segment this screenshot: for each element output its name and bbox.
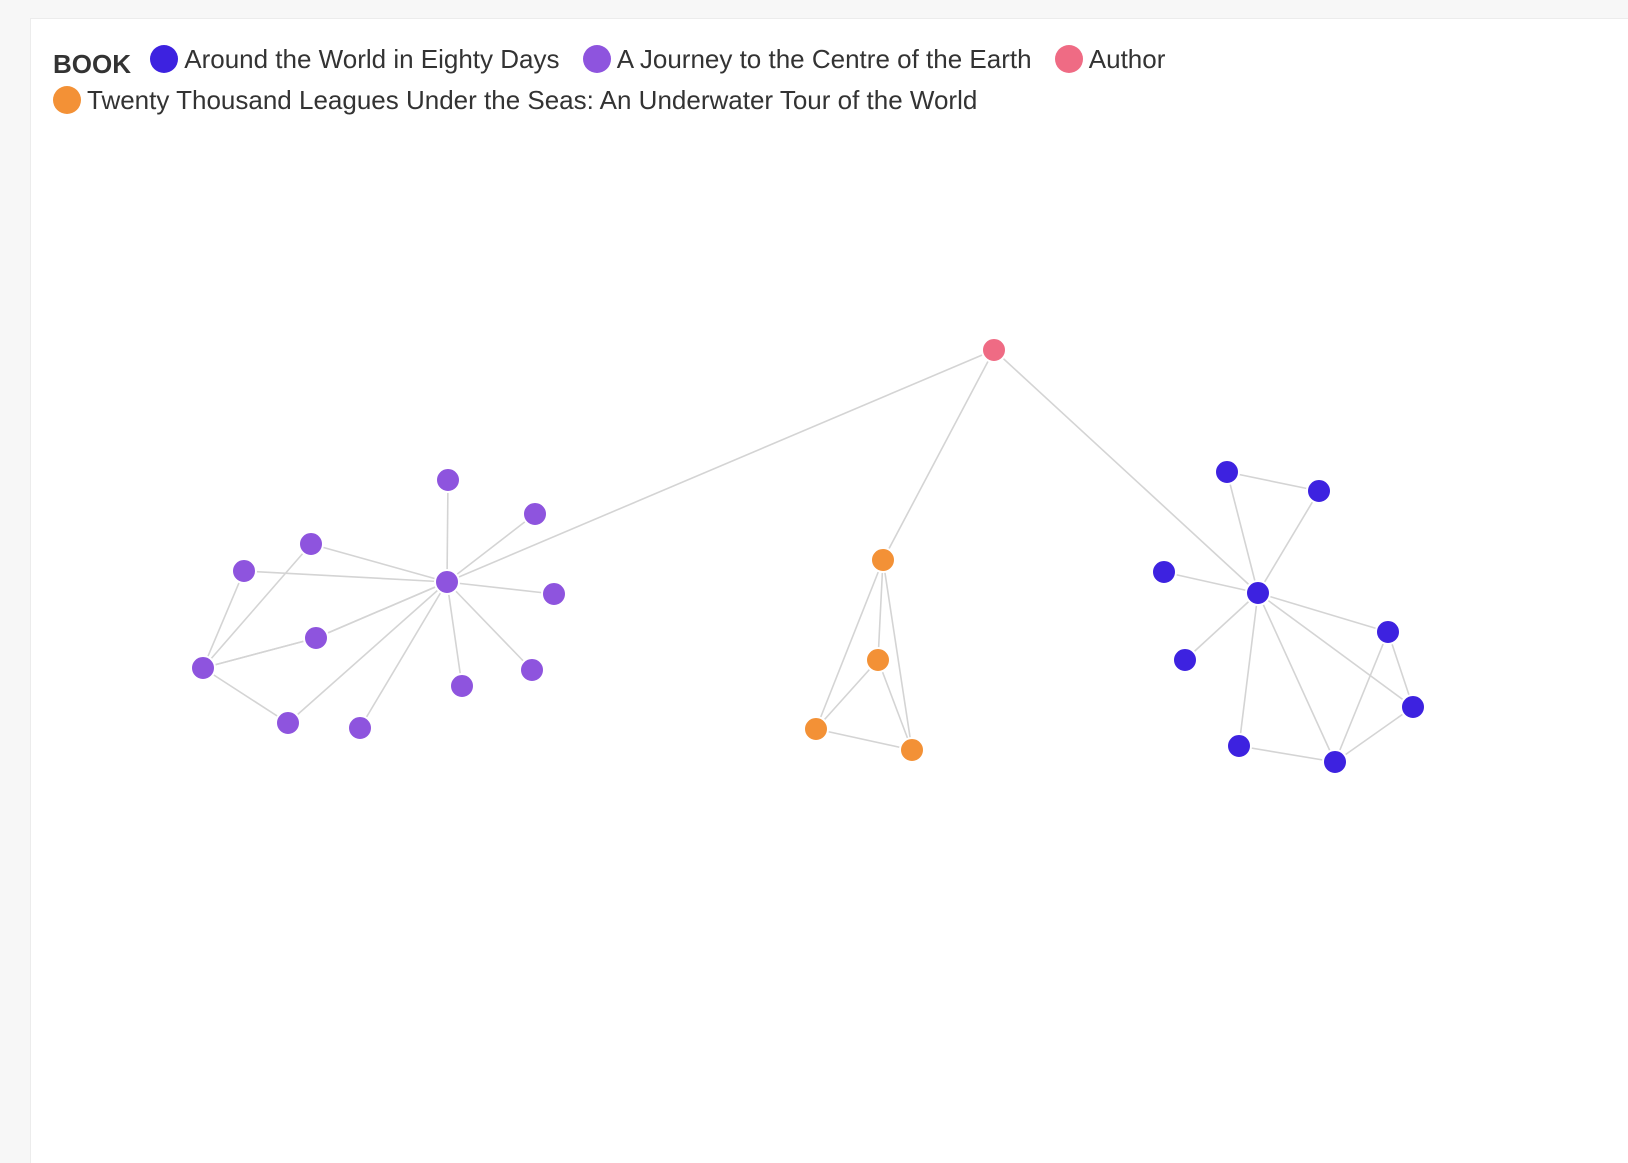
- edge-j_hub-j3: [446, 581, 555, 595]
- edge-a6-a8: [1334, 706, 1414, 763]
- edge-j_hub-j1: [446, 479, 449, 583]
- legend: BOOK Around the World in Eighty Days A J…: [53, 41, 1253, 123]
- edge-j_hub-j4: [310, 543, 448, 583]
- legend-label-twenty: Twenty Thousand Leagues Under the Seas: …: [87, 85, 978, 115]
- edge-a7-a8: [1238, 745, 1336, 763]
- edge-t2-t3: [815, 728, 913, 751]
- edge-a_hub-a8: [1257, 592, 1336, 763]
- graph-node-a2[interactable]: [1306, 478, 1332, 504]
- edge-t_hub-t2: [815, 559, 884, 730]
- graph-node-j11[interactable]: [303, 625, 329, 651]
- edge-j_hub-j10: [287, 581, 448, 724]
- edge-author-j_hub: [446, 349, 995, 583]
- graph-panel: BOOK Around the World in Eighty Days A J…: [30, 18, 1628, 1163]
- edge-author-t_hub: [882, 349, 995, 561]
- edge-a_hub-a6: [1257, 592, 1414, 708]
- legend-title: BOOK: [53, 49, 131, 79]
- edge-t1-t2: [815, 659, 879, 730]
- edge-j_hub-j6: [446, 581, 533, 671]
- edge-j_hub-j2: [446, 513, 536, 583]
- legend-label-journey: A Journey to the Centre of the Earth: [616, 44, 1032, 74]
- legend-swatch-around: [150, 45, 179, 73]
- graph-node-a1[interactable]: [1214, 459, 1240, 485]
- graph-node-j9[interactable]: [347, 715, 373, 741]
- edge-j12-j10: [202, 667, 289, 724]
- edge-j12-j11: [202, 637, 317, 669]
- edge-a_hub-a3: [1163, 571, 1259, 594]
- edge-a5-a6: [1387, 631, 1414, 708]
- edge-a_hub-a4: [1184, 592, 1259, 661]
- legend-item-around[interactable]: Around the World in Eighty Days: [150, 41, 560, 77]
- graph-node-j10[interactable]: [275, 710, 301, 736]
- legend-label-around: Around the World in Eighty Days: [184, 44, 560, 74]
- graph-node-a3[interactable]: [1151, 559, 1177, 585]
- graph-node-j8[interactable]: [449, 673, 475, 699]
- graph-node-j_hub[interactable]: [434, 569, 460, 595]
- edge-author-a_hub: [993, 349, 1259, 594]
- graph-node-a5[interactable]: [1375, 619, 1401, 645]
- graph-node-j3[interactable]: [541, 581, 567, 607]
- edge-a_hub-a2: [1257, 490, 1320, 594]
- edges-layer: [202, 349, 1414, 763]
- nodes-layer: [190, 337, 1426, 775]
- graph-node-j12[interactable]: [190, 655, 216, 681]
- legend-item-twenty[interactable]: Twenty Thousand Leagues Under the Seas: …: [53, 82, 977, 118]
- edge-j_hub-j8: [446, 581, 463, 687]
- edge-a5-a8: [1334, 631, 1389, 763]
- legend-swatch-author: [1054, 45, 1083, 73]
- edge-j_hub-j11: [315, 581, 448, 639]
- edge-a_hub-a7: [1238, 592, 1259, 747]
- graph-node-j4[interactable]: [298, 531, 324, 557]
- graph-node-a4[interactable]: [1172, 647, 1198, 673]
- graph-node-t2[interactable]: [803, 716, 829, 742]
- graph-node-a7[interactable]: [1226, 733, 1252, 759]
- graph-node-j6[interactable]: [519, 657, 545, 683]
- graph-node-t1[interactable]: [865, 647, 891, 673]
- edge-j_hub-j5: [243, 570, 448, 583]
- edge-t1-t3: [877, 659, 913, 751]
- legend-swatch-journey: [582, 45, 611, 73]
- graph-node-j2[interactable]: [522, 501, 548, 527]
- legend-swatch-twenty: [53, 86, 81, 114]
- edge-a1-a2: [1226, 471, 1320, 492]
- graph-node-a6[interactable]: [1400, 694, 1426, 720]
- edge-j12-j4: [202, 543, 312, 669]
- graph-node-j1[interactable]: [435, 467, 461, 493]
- graph-node-a8[interactable]: [1322, 749, 1348, 775]
- edge-a_hub-a1: [1226, 471, 1259, 594]
- edge-t_hub-t3: [882, 559, 913, 751]
- edge-t_hub-t1: [877, 559, 884, 661]
- graph-node-author[interactable]: [981, 337, 1007, 363]
- graph-node-t_hub[interactable]: [870, 547, 896, 573]
- graph-node-a_hub[interactable]: [1245, 580, 1271, 606]
- edge-j12-j5: [202, 570, 245, 669]
- legend-item-author[interactable]: Author: [1054, 41, 1166, 77]
- legend-item-journey[interactable]: A Journey to the Centre of the Earth: [582, 41, 1032, 77]
- edge-j_hub-j9: [359, 581, 448, 729]
- graph-node-t3[interactable]: [899, 737, 925, 763]
- network-graph[interactable]: [31, 19, 1628, 1163]
- edge-a_hub-a5: [1257, 592, 1389, 633]
- legend-label-author: Author: [1088, 44, 1166, 74]
- graph-node-j5[interactable]: [231, 558, 257, 584]
